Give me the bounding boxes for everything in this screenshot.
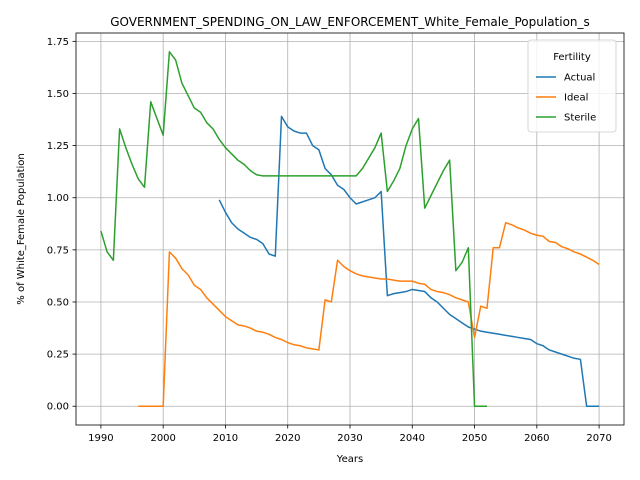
series-line-ideal <box>138 221 600 407</box>
x-tick-label: 2010 <box>213 433 238 444</box>
x-tick-label: 2050 <box>462 433 487 444</box>
legend: Fertility Actual Ideal Sterile <box>527 39 617 133</box>
y-tick-label: 0.50 <box>47 297 69 308</box>
y-tick-label: 1.50 <box>47 89 69 100</box>
legend-label-sterile: Sterile <box>564 113 596 124</box>
x-tick-label: 2000 <box>150 433 175 444</box>
x-axis-ticks: 1990 2000 2010 2020 2030 2040 2050 2060 2070 <box>88 425 612 444</box>
legend-label-actual: Actual <box>564 73 595 84</box>
legend-label-ideal: Ideal <box>564 93 588 104</box>
legend-title: Fertility <box>553 52 591 63</box>
y-tick-label: 0.00 <box>47 402 69 413</box>
series-line-sterile <box>100 51 487 407</box>
y-tick-label: 1.25 <box>47 141 69 152</box>
chart-title: GOVERNMENT_SPENDING_ON_LAW_ENFORCEMENT_W… <box>110 15 590 29</box>
x-tick-label: 2030 <box>337 433 362 444</box>
y-axis-ticks: 0.00 0.25 0.50 0.75 1.00 1.25 1.50 1.75 <box>47 37 76 413</box>
y-tick-label: 1.75 <box>47 37 69 48</box>
series-line-actual <box>218 115 600 407</box>
series-lines <box>100 51 600 407</box>
x-tick-label: 2020 <box>275 433 300 444</box>
legend-items: Actual Ideal Sterile <box>536 73 596 124</box>
y-tick-label: 1.00 <box>47 193 69 204</box>
x-tick-label: 2060 <box>524 433 549 444</box>
x-tick-label: 1990 <box>88 433 113 444</box>
legend-box <box>527 39 617 133</box>
x-tick-label: 2070 <box>586 433 611 444</box>
x-axis-label: Years <box>336 454 363 465</box>
x-tick-label: 2040 <box>400 433 425 444</box>
y-tick-label: 0.75 <box>47 245 69 256</box>
y-axis-label: % of White_Female Population <box>16 153 27 304</box>
y-tick-label: 0.25 <box>47 350 69 361</box>
